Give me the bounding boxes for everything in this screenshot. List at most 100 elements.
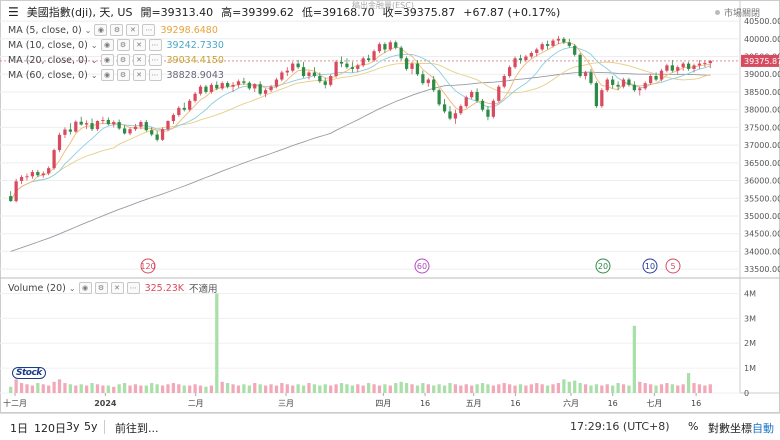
ma20-legend[interactable]: MA (20, close, 0) ⌄ ◉ ⚙ ✕ ⋯ 39034.4150	[8, 53, 224, 67]
watermark-text: 稿出金融量(ESC)	[352, 1, 414, 10]
visibility-icon[interactable]: ◉	[100, 69, 114, 81]
range-1d-button[interactable]: 1日	[10, 422, 28, 435]
candlestick-series	[9, 35, 712, 203]
volume-bar	[188, 385, 192, 393]
candle	[459, 104, 463, 115]
clock-time: 17:29:16 (UTC+8)	[570, 420, 670, 433]
visibility-icon[interactable]: ◉	[78, 282, 92, 294]
candle-body	[160, 129, 165, 140]
close-icon[interactable]: ✕	[132, 69, 146, 81]
candle-body	[442, 104, 447, 112]
candle	[263, 88, 268, 98]
settings-icon[interactable]: ⚙	[116, 69, 130, 81]
volume-bar	[74, 385, 78, 393]
volume-bar	[611, 385, 615, 393]
candle-body	[372, 51, 376, 61]
candle-body	[562, 38, 566, 43]
price-tick-label: 34000.00	[744, 247, 780, 256]
chart-canvas[interactable]: 40500.0040000.0039500.0039000.0038500.00…	[0, 0, 780, 413]
settings-icon[interactable]: ⚙	[116, 39, 130, 51]
percent-button[interactable]: %	[688, 420, 699, 433]
volume-bar	[177, 384, 181, 393]
candle	[236, 79, 241, 88]
close-icon[interactable]: ✕	[126, 24, 140, 36]
settings-icon[interactable]: ⚙	[110, 24, 124, 36]
candle-body	[9, 196, 13, 202]
candle	[383, 42, 387, 53]
ma-marker-label: 120	[140, 262, 155, 271]
settings-icon[interactable]: ⚙	[94, 282, 108, 294]
visibility-icon[interactable]: ◉	[94, 24, 108, 36]
volume-bar	[350, 385, 354, 393]
ma60-legend[interactable]: MA (60, close, 0) ⌄ ◉ ⚙ ✕ ⋯ 38828.9043	[8, 68, 224, 82]
visibility-icon[interactable]: ◉	[100, 39, 114, 51]
candle-body	[708, 60, 712, 64]
close-icon[interactable]: ✕	[110, 282, 124, 294]
candle	[242, 77, 246, 85]
market-status: 市場關閉	[714, 6, 760, 19]
volume-bar	[57, 379, 62, 393]
goto-button[interactable]: 前往到...	[115, 422, 159, 435]
more-icon[interactable]: ⋯	[148, 69, 162, 81]
candle-body	[545, 44, 550, 46]
candle	[182, 102, 186, 112]
candle	[594, 81, 599, 108]
more-icon[interactable]: ⋯	[148, 54, 162, 66]
candle	[415, 60, 420, 77]
candle-body	[41, 173, 45, 176]
price-tick-label: 37500.00	[744, 123, 780, 132]
candle	[475, 88, 479, 103]
volume-bar	[632, 325, 636, 393]
candle-body	[383, 44, 387, 50]
ma10-legend[interactable]: MA (10, close, 0) ⌄ ◉ ⚙ ✕ ⋯ 39242.7330	[8, 38, 224, 52]
auto-scale-button[interactable]: 自動	[752, 422, 774, 435]
candle	[30, 169, 35, 179]
close-icon[interactable]: ✕	[132, 39, 146, 51]
volume-bar	[307, 383, 311, 393]
volume-bar	[85, 385, 89, 393]
range-120d-button[interactable]: 120日	[34, 422, 66, 435]
range-5y-button[interactable]: 5y	[84, 420, 98, 433]
volume-bar	[415, 385, 420, 393]
log-scale-button[interactable]: 對數坐標	[708, 422, 752, 435]
volume-bar	[150, 383, 154, 393]
candle	[697, 60, 702, 69]
candle-body	[128, 129, 132, 134]
ma20-label: MA (20, close, 0)	[8, 54, 88, 66]
candle-body	[63, 129, 67, 135]
menu-icon[interactable]: ☰	[8, 5, 19, 19]
candle	[171, 113, 176, 124]
candle-body	[85, 123, 89, 125]
candle	[209, 83, 213, 94]
ma10-value: 39242.7330	[166, 39, 224, 51]
candle	[41, 171, 45, 178]
candle	[611, 76, 615, 89]
candle	[432, 76, 436, 92]
ma5-legend[interactable]: MA (5, close, 0) ⌄ ◉ ⚙ ✕ ⋯ 39298.6480	[8, 23, 218, 37]
volume-bar	[654, 385, 658, 393]
range-3y-button[interactable]: 3y	[66, 420, 80, 433]
price-tick-label: 35500.00	[744, 194, 780, 203]
candle	[437, 88, 441, 107]
close-icon[interactable]: ✕	[132, 54, 146, 66]
volume-legend[interactable]: Volume (20) ⌄ ◉ ⚙ ✕ ⋯ 325.23K 不適用	[8, 281, 218, 295]
volume-bar	[231, 384, 235, 393]
high-value: 高=39399.62	[221, 6, 294, 19]
visibility-icon[interactable]: ◉	[100, 54, 114, 66]
candle	[68, 123, 72, 135]
volume-bar	[686, 373, 691, 393]
more-icon[interactable]: ⋯	[126, 282, 140, 294]
ma-marker-120: 120	[140, 258, 156, 274]
symbol-label[interactable]: 美國指數(dji), 天, US	[26, 6, 133, 19]
current-price-tag	[741, 54, 779, 67]
candle-body	[459, 106, 463, 114]
more-icon[interactable]: ⋯	[148, 39, 162, 51]
settings-icon[interactable]: ⚙	[116, 54, 130, 66]
candle-body	[654, 76, 658, 80]
more-icon[interactable]: ⋯	[142, 24, 156, 36]
volume-bar	[90, 383, 94, 393]
candle	[19, 175, 24, 185]
candle-body	[47, 168, 51, 174]
candle-body	[350, 67, 354, 69]
volume-bar	[296, 384, 300, 393]
